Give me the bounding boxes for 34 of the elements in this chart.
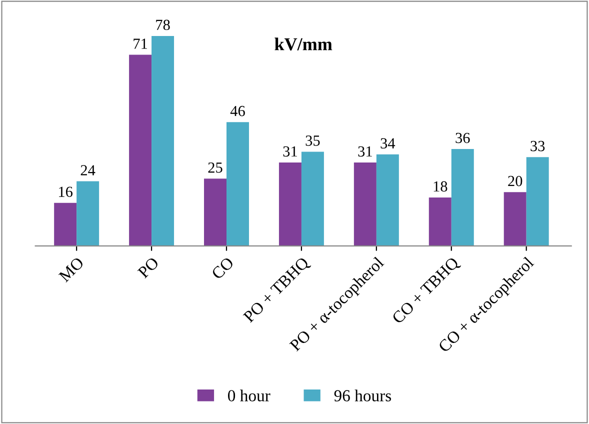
data-label: 31 <box>283 146 297 157</box>
bar <box>204 178 226 246</box>
bar <box>129 54 152 246</box>
bar <box>54 202 77 246</box>
legend-label: 0 hour <box>228 390 270 402</box>
data-label: 33 <box>530 140 545 152</box>
data-label: 20 <box>508 176 522 186</box>
bar <box>301 152 324 246</box>
x-tick-label: MO <box>58 256 84 283</box>
bar <box>226 122 249 246</box>
x-tick-label: CO <box>210 256 234 280</box>
bar <box>354 162 376 246</box>
legend-label: 96 hours <box>334 390 392 402</box>
data-label: 18 <box>434 181 448 192</box>
bar <box>428 197 452 246</box>
chart-title: kV/mm <box>274 38 332 50</box>
data-label: 78 <box>156 20 170 30</box>
bar <box>451 149 474 246</box>
bar <box>76 181 100 246</box>
bar <box>526 157 549 246</box>
data-label: 71 <box>134 38 148 49</box>
data-label: 24 <box>80 165 96 176</box>
data-label: 35 <box>306 136 320 146</box>
data-label: 46 <box>230 106 245 116</box>
data-label: 16 <box>59 186 73 197</box>
bar <box>152 36 174 246</box>
data-label: 36 <box>456 132 470 144</box>
data-label: 25 <box>208 162 222 173</box>
bar <box>504 192 526 246</box>
x-tick-label: PO <box>137 256 160 279</box>
data-label: 34 <box>380 138 396 149</box>
data-label: 31 <box>358 146 372 157</box>
bar <box>376 154 399 246</box>
bar <box>278 162 302 246</box>
